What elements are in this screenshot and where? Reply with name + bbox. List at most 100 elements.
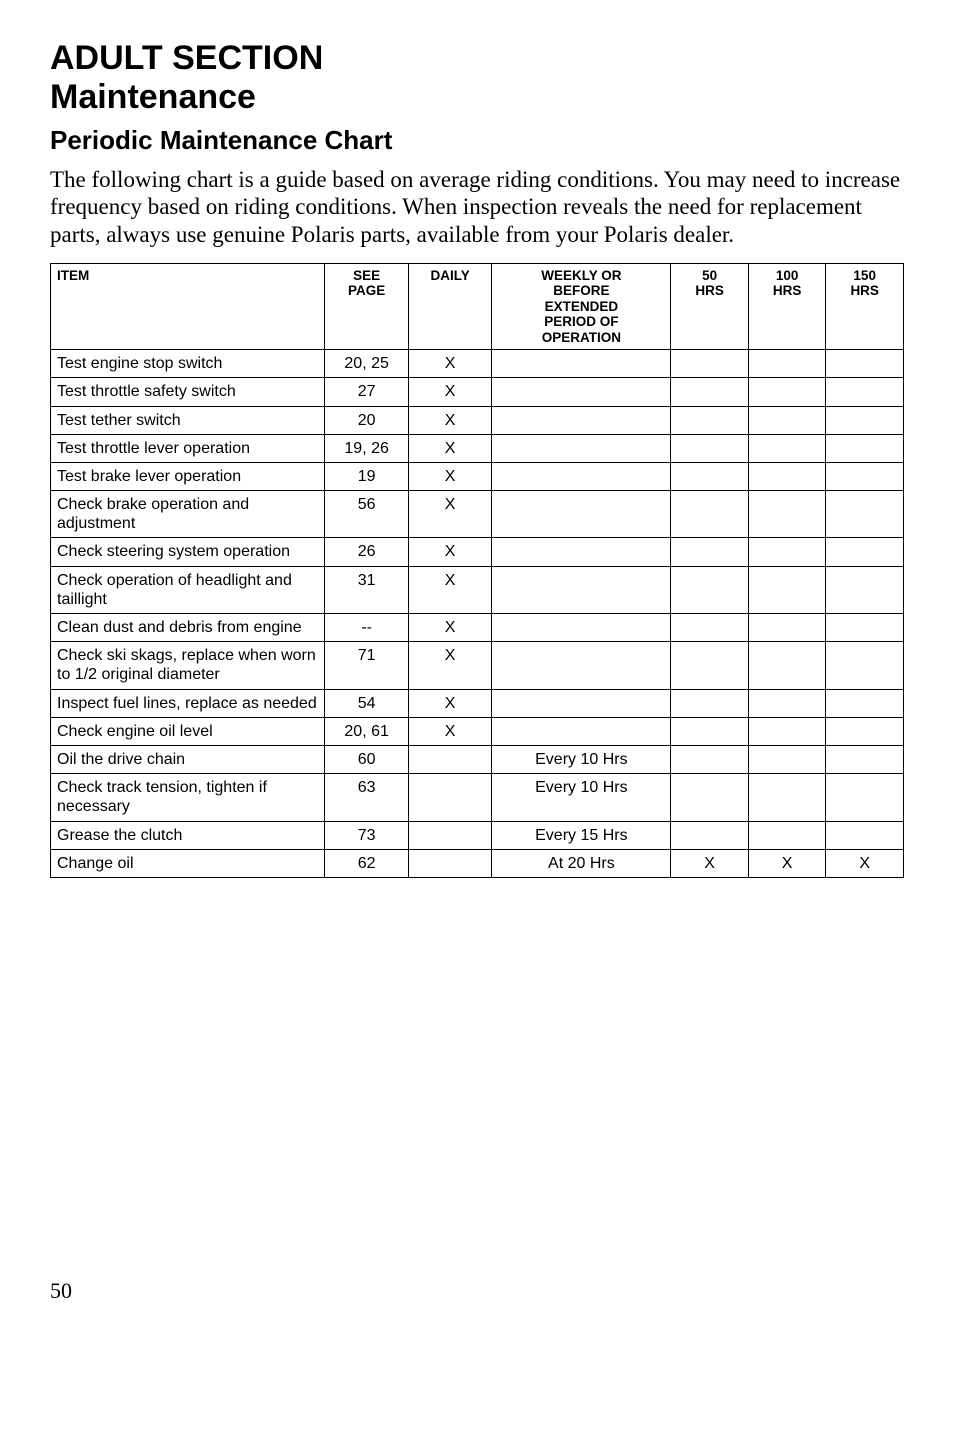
table-cell [826, 350, 904, 378]
table-cell [492, 538, 671, 566]
table-cell [492, 462, 671, 490]
table-cell [671, 538, 749, 566]
table-cell [492, 717, 671, 745]
table-row: Inspect fuel lines, replace as needed54X [51, 689, 904, 717]
table-cell [826, 462, 904, 490]
table-row: Check steering system operation26X [51, 538, 904, 566]
table-cell [492, 642, 671, 689]
table-cell: X [408, 566, 492, 613]
table-cell: X [408, 538, 492, 566]
table-cell: X [748, 849, 826, 877]
table-cell: 19 [325, 462, 409, 490]
table-cell: Test brake lever operation [51, 462, 325, 490]
table-cell [671, 717, 749, 745]
table-row: Change oil62At 20 HrsXXX [51, 849, 904, 877]
section-title: ADULT SECTION [50, 40, 904, 77]
table-cell [492, 614, 671, 642]
table-cell [492, 350, 671, 378]
table-cell: Check ski skags, replace when worn to 1/… [51, 642, 325, 689]
table-cell: Change oil [51, 849, 325, 877]
table-cell [671, 745, 749, 773]
table-cell [671, 491, 749, 538]
table-cell: 63 [325, 774, 409, 821]
table-cell [671, 350, 749, 378]
table-cell: X [671, 849, 749, 877]
table-cell [748, 689, 826, 717]
table-cell: Test throttle safety switch [51, 378, 325, 406]
column-header: 150HRS [826, 263, 904, 350]
intro-paragraph: The following chart is a guide based on … [50, 166, 904, 249]
table-cell [408, 849, 492, 877]
table-cell [826, 406, 904, 434]
table-cell [748, 538, 826, 566]
table-header-row: ITEMSEEPAGEDAILYWEEKLY ORBEFOREEXTENDEDP… [51, 263, 904, 350]
table-cell: 73 [325, 821, 409, 849]
table-cell: 71 [325, 642, 409, 689]
table-cell: X [408, 717, 492, 745]
table-cell [492, 689, 671, 717]
table-cell [671, 821, 749, 849]
column-header: DAILY [408, 263, 492, 350]
table-cell: Test tether switch [51, 406, 325, 434]
table-row: Oil the drive chain60Every 10 Hrs [51, 745, 904, 773]
table-cell: 54 [325, 689, 409, 717]
table-cell [671, 614, 749, 642]
table-row: Check ski skags, replace when worn to 1/… [51, 642, 904, 689]
table-row: Clean dust and debris from engine--X [51, 614, 904, 642]
table-cell: At 20 Hrs [492, 849, 671, 877]
column-header: WEEKLY ORBEFOREEXTENDEDPERIOD OFOPERATIO… [492, 263, 671, 350]
table-cell [826, 378, 904, 406]
table-row: Check track tension, tighten if necessar… [51, 774, 904, 821]
page-number: 50 [50, 1278, 904, 1304]
table-row: Check brake operation and adjustment56X [51, 491, 904, 538]
table-cell [748, 350, 826, 378]
table-cell [671, 689, 749, 717]
table-cell [492, 566, 671, 613]
column-header: 100HRS [748, 263, 826, 350]
table-cell: Test engine stop switch [51, 350, 325, 378]
table-cell [492, 434, 671, 462]
table-cell [826, 821, 904, 849]
table-cell: Oil the drive chain [51, 745, 325, 773]
table-row: Test engine stop switch20, 25X [51, 350, 904, 378]
table-cell [408, 821, 492, 849]
table-cell: 26 [325, 538, 409, 566]
table-cell: Check steering system operation [51, 538, 325, 566]
column-header: 50HRS [671, 263, 749, 350]
table-cell [671, 378, 749, 406]
table-cell: X [408, 642, 492, 689]
table-cell [671, 566, 749, 613]
table-cell [826, 566, 904, 613]
table-cell: Clean dust and debris from engine [51, 614, 325, 642]
table-cell [748, 717, 826, 745]
table-row: Test tether switch20X [51, 406, 904, 434]
table-cell [748, 745, 826, 773]
maintenance-table: ITEMSEEPAGEDAILYWEEKLY ORBEFOREEXTENDEDP… [50, 263, 904, 878]
table-cell [748, 434, 826, 462]
table-cell: 27 [325, 378, 409, 406]
table-cell [492, 406, 671, 434]
table-cell [748, 821, 826, 849]
table-cell: Every 10 Hrs [492, 774, 671, 821]
table-cell [748, 378, 826, 406]
subsection-title: Maintenance [50, 79, 904, 116]
table-row: Check operation of headlight and taillig… [51, 566, 904, 613]
table-cell [748, 566, 826, 613]
table-cell: X [408, 689, 492, 717]
table-cell [826, 774, 904, 821]
table-cell [748, 642, 826, 689]
chart-title: Periodic Maintenance Chart [50, 125, 904, 156]
table-cell: Check track tension, tighten if necessar… [51, 774, 325, 821]
table-cell: Inspect fuel lines, replace as needed [51, 689, 325, 717]
table-cell [671, 642, 749, 689]
table-cell [671, 774, 749, 821]
table-cell [826, 745, 904, 773]
table-cell: X [408, 378, 492, 406]
column-header: SEEPAGE [325, 263, 409, 350]
table-row: Test brake lever operation19X [51, 462, 904, 490]
table-cell: 60 [325, 745, 409, 773]
table-cell: X [408, 491, 492, 538]
table-cell: 20 [325, 406, 409, 434]
table-cell [826, 717, 904, 745]
table-cell [492, 491, 671, 538]
